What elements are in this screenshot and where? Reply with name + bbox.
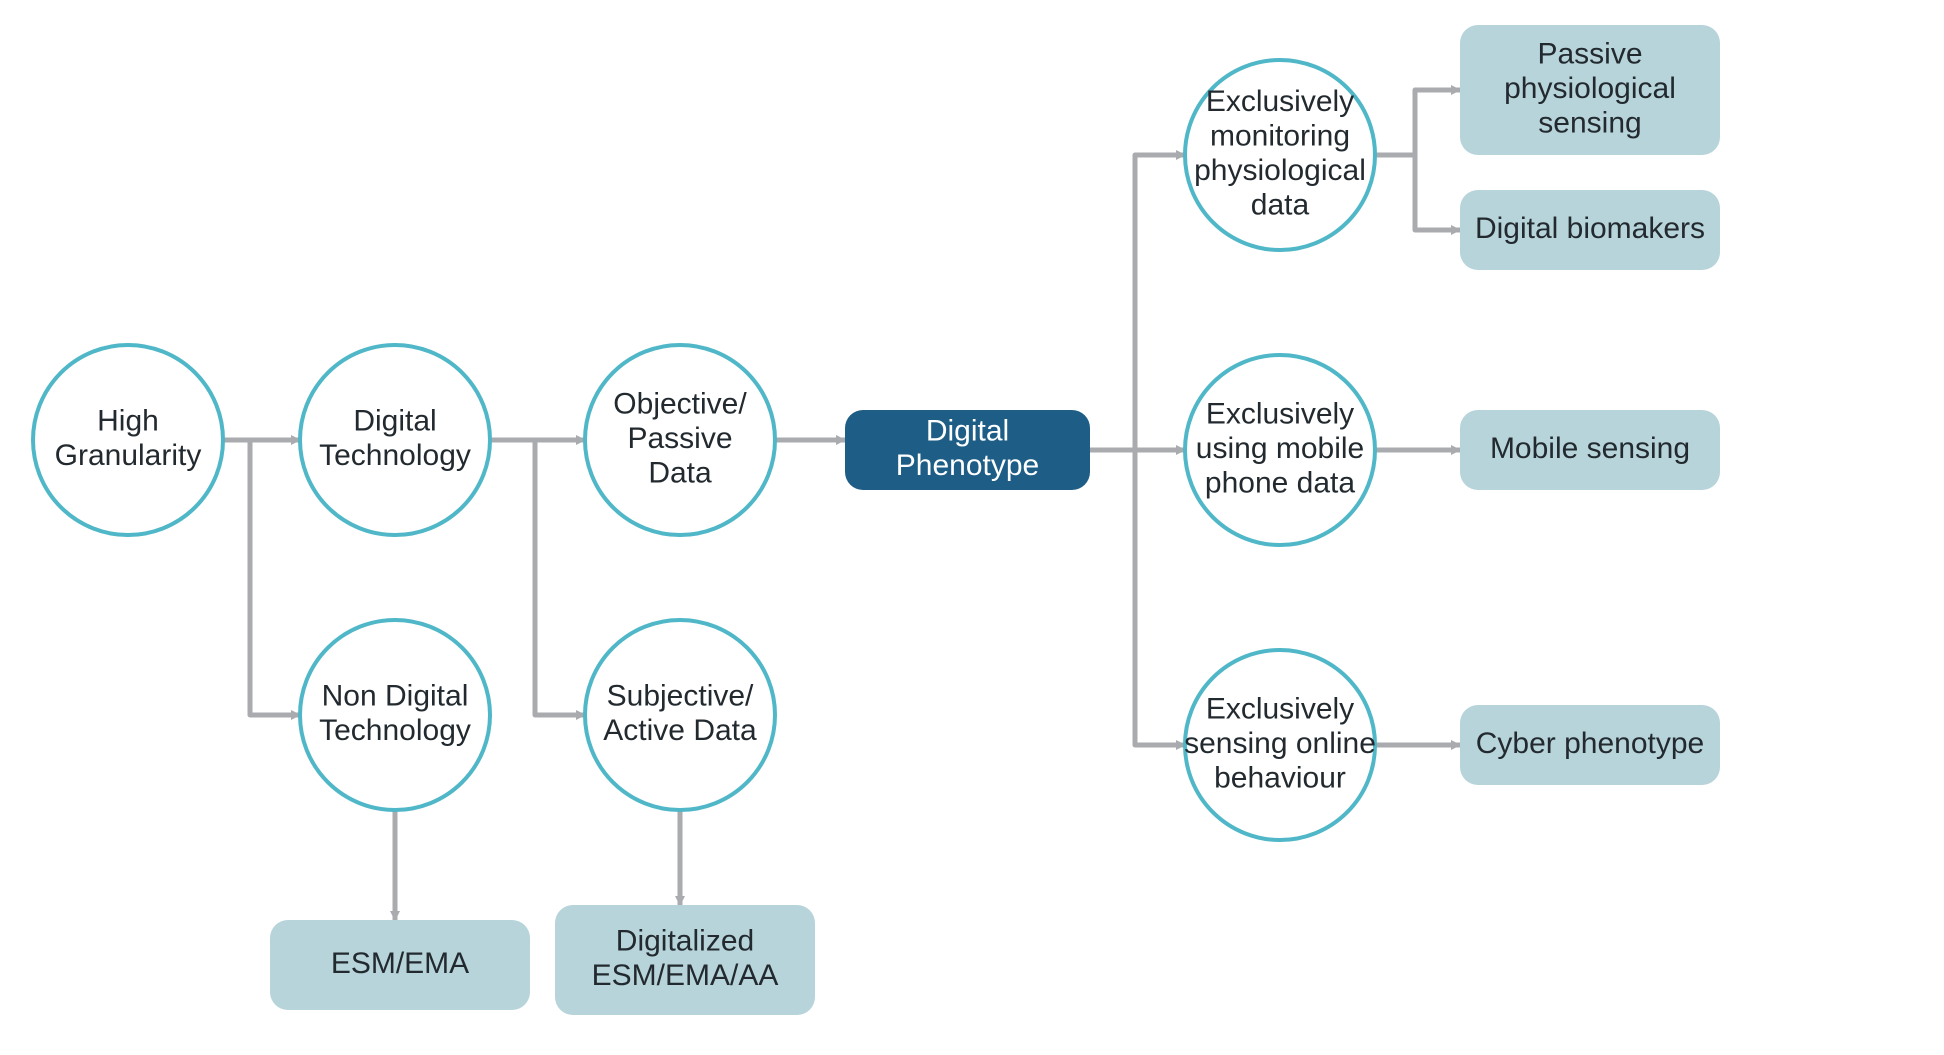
node-high_granularity: HighGranularity: [33, 345, 223, 535]
node-label-digital_tech-1: Technology: [319, 439, 471, 472]
edge-7: [1090, 450, 1185, 745]
node-label-digital_phenotype-0: Digital: [926, 415, 1009, 448]
node-digitalized_esm: DigitalizedESM/EMA/AA: [555, 905, 815, 1015]
node-digital_tech: DigitalTechnology: [300, 345, 490, 535]
node-excl_online: Exclusivelysensing onlinebehaviour: [1184, 650, 1376, 840]
node-label-high_granularity-0: High: [97, 405, 159, 438]
node-label-digital_tech-0: Digital: [353, 405, 436, 438]
node-label-digitalized_esm-1: ESM/EMA/AA: [592, 959, 779, 992]
node-label-passive_physio_sensing-0: Passive: [1537, 37, 1642, 70]
node-label-excl_mobile-2: phone data: [1205, 466, 1355, 499]
node-label-excl_online-2: behaviour: [1214, 761, 1346, 794]
node-label-subjective_active-1: Active Data: [603, 714, 757, 747]
node-passive_physio_sensing: Passivephysiologicalsensing: [1460, 25, 1720, 155]
node-label-excl_mobile-0: Exclusively: [1206, 397, 1354, 430]
edge-3: [490, 440, 585, 715]
node-digital_biomarkers: Digital biomakers: [1460, 190, 1720, 270]
node-excl_physio: Exclusivelymonitoringphysiologicaldata: [1185, 60, 1375, 250]
node-label-digital_phenotype-1: Phenotype: [896, 449, 1039, 482]
node-label-digital_biomarkers-0: Digital biomakers: [1475, 212, 1705, 245]
node-label-excl_physio-1: monitoring: [1210, 120, 1350, 153]
node-excl_mobile: Exclusivelyusing mobilephone data: [1185, 355, 1375, 545]
edge-8: [1375, 90, 1460, 155]
node-label-objective_passive-0: Objective/: [613, 387, 747, 420]
node-label-excl_online-0: Exclusively: [1206, 692, 1354, 725]
node-non_digital_tech: Non DigitalTechnology: [300, 620, 490, 810]
node-label-esm_ema-0: ESM/EMA: [331, 947, 469, 980]
edge-9: [1375, 155, 1460, 230]
node-label-subjective_active-0: Subjective/: [607, 680, 754, 713]
node-label-objective_passive-1: Passive: [627, 422, 732, 455]
nodes-layer: HighGranularityDigitalTechnologyNon Digi…: [33, 25, 1720, 1015]
node-label-digitalized_esm-0: Digitalized: [616, 925, 754, 958]
node-label-excl_online-1: sensing online: [1184, 727, 1376, 760]
edge-1: [223, 440, 300, 715]
node-objective_passive: Objective/PassiveData: [585, 345, 775, 535]
node-esm_ema: ESM/EMA: [270, 920, 530, 1010]
node-label-passive_physio_sensing-1: physiological: [1504, 72, 1676, 105]
node-digital_phenotype: DigitalPhenotype: [845, 410, 1090, 490]
node-mobile_sensing: Mobile sensing: [1460, 410, 1720, 490]
node-label-passive_physio_sensing-2: sensing: [1538, 106, 1641, 139]
node-label-excl_physio-0: Exclusively: [1206, 85, 1354, 118]
node-label-non_digital_tech-1: Technology: [319, 714, 471, 747]
node-label-high_granularity-1: Granularity: [55, 439, 202, 472]
node-label-excl_physio-3: data: [1251, 189, 1310, 222]
flowchart-canvas: HighGranularityDigitalTechnologyNon Digi…: [0, 0, 1944, 1055]
edge-5: [1090, 155, 1185, 450]
node-label-objective_passive-2: Data: [648, 456, 712, 489]
node-subjective_active: Subjective/Active Data: [585, 620, 775, 810]
node-label-mobile_sensing-0: Mobile sensing: [1490, 432, 1690, 465]
node-label-cyber_phenotype-0: Cyber phenotype: [1476, 727, 1705, 760]
node-label-non_digital_tech-0: Non Digital: [322, 680, 469, 713]
node-label-excl_physio-2: physiological: [1194, 154, 1366, 187]
node-cyber_phenotype: Cyber phenotype: [1460, 705, 1720, 785]
node-label-excl_mobile-1: using mobile: [1196, 432, 1364, 465]
